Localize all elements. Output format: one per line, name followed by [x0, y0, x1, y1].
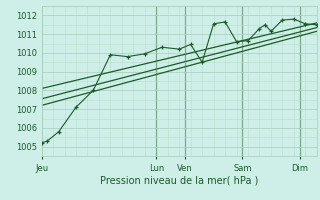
X-axis label: Pression niveau de la mer( hPa ): Pression niveau de la mer( hPa ) [100, 175, 258, 185]
